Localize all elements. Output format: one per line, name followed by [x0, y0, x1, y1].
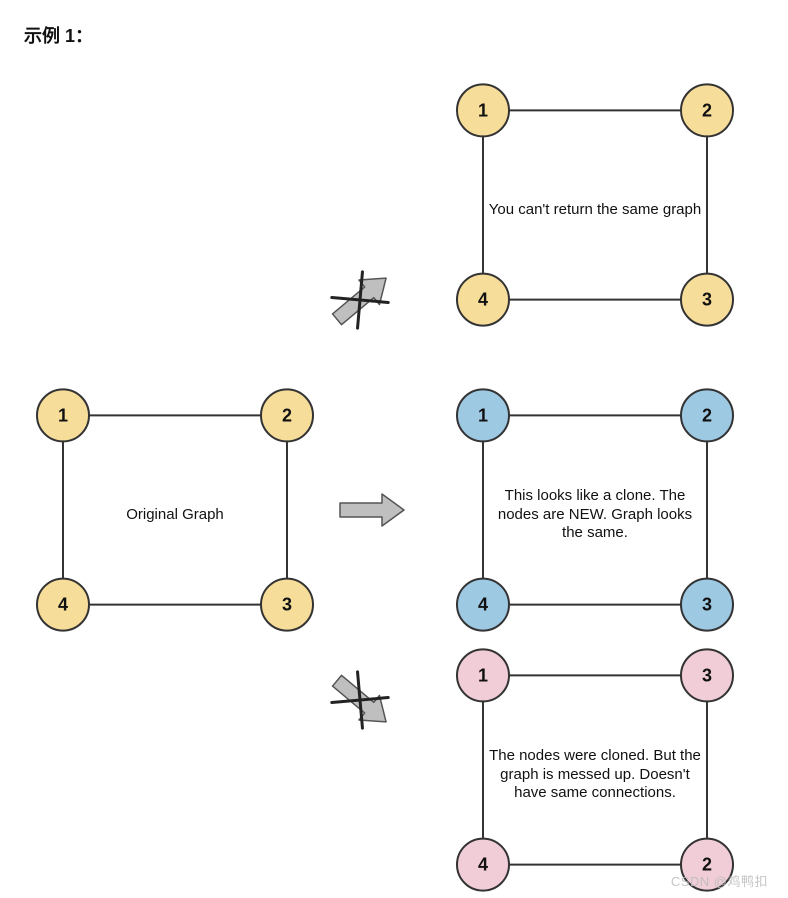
node-label-clone-3: 3 [702, 595, 712, 615]
graph-same: 1 2 3 4 You can't return the same graph [457, 84, 733, 325]
node-label-original-2: 2 [282, 405, 292, 425]
arrow-to-messed [324, 665, 399, 737]
node-label-messed-1: 1 [478, 665, 488, 685]
node-label-original-1: 1 [58, 405, 68, 425]
node-label-same-2: 2 [702, 100, 712, 120]
arrow-shape-to-clone [340, 494, 404, 526]
caption-messed: The nodes were cloned. But the graph is … [489, 725, 702, 825]
node-label-clone-1: 1 [478, 405, 488, 425]
node-label-clone-4: 4 [478, 595, 488, 615]
arrow-to-same [324, 263, 399, 335]
watermark: CSDN @鸡鸭扣 [671, 871, 768, 890]
node-label-original-4: 4 [58, 595, 68, 615]
caption-original: Original Graph [69, 465, 282, 565]
node-label-messed-3: 3 [702, 665, 712, 685]
caption-clone: This looks like a clone. The nodes are N… [489, 465, 702, 565]
node-label-same-1: 1 [478, 100, 488, 120]
arrow-to-clone [340, 494, 404, 526]
page: 示例 1： 1 2 3 4 Original Graph 1 2 3 4 You can't re… [0, 0, 788, 898]
graph-original: 1 2 3 4 Original Graph [37, 389, 313, 630]
node-label-same-3: 3 [702, 290, 712, 310]
example-title: 示例 1： [24, 22, 93, 48]
node-label-original-3: 3 [282, 595, 292, 615]
node-label-clone-2: 2 [702, 405, 712, 425]
graph-messed: 1324The nodes were cloned. But the graph… [457, 649, 733, 890]
diagram-canvas: 1 2 3 4 Original Graph 1 2 3 4 You can't return t… [0, 0, 788, 898]
graph-clone: 1 2 3 4 This looks like a clone. The nodes a… [457, 389, 733, 630]
node-label-same-4: 4 [478, 290, 488, 310]
caption-same: You can't return the same graph [489, 160, 702, 260]
node-label-messed-4: 4 [478, 855, 488, 875]
